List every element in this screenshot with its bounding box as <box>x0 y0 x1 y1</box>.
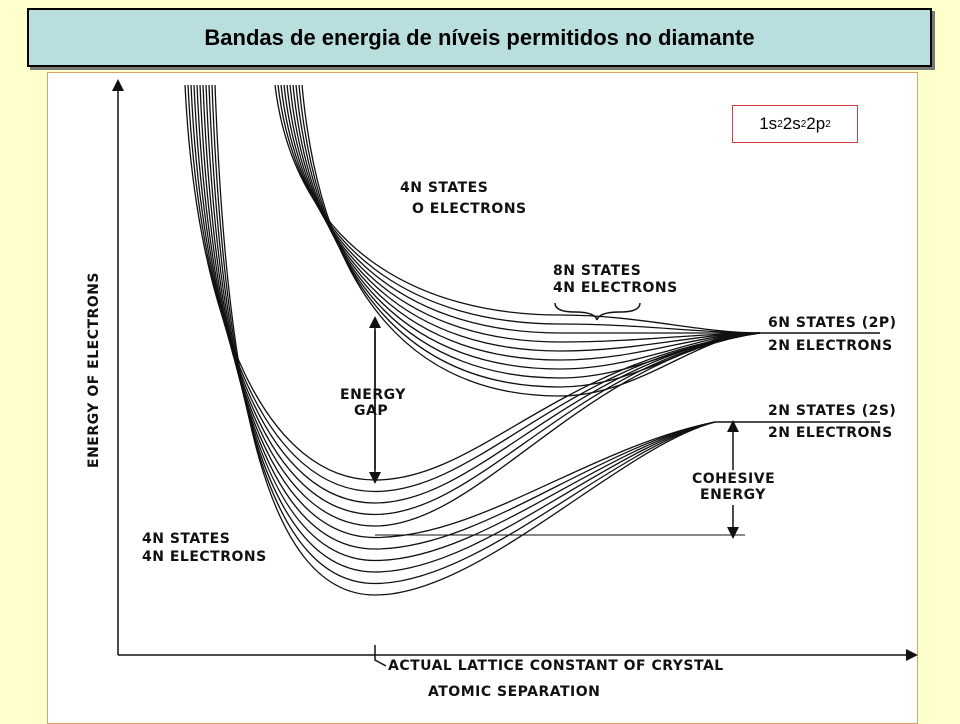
brace <box>554 302 641 321</box>
formula-box: 1s 2 2s 2 2p 2 <box>732 105 858 143</box>
label: 8N STATES <box>553 263 641 279</box>
band-curve <box>211 84 716 585</box>
label: O ELECTRONS <box>412 201 527 217</box>
x-axis-label: ATOMIC SEPARATION <box>428 684 600 700</box>
band-curve <box>196 84 761 527</box>
label: 2N ELECTRONS <box>768 338 893 354</box>
band-curve <box>286 84 761 352</box>
band-curve <box>298 84 761 388</box>
band-curve <box>289 84 761 361</box>
formula-part: 2s <box>782 114 801 133</box>
band-curve <box>205 84 716 562</box>
label: COHESIVE <box>692 471 775 487</box>
label: 4N STATES <box>400 180 488 196</box>
formula-sup: 2 <box>800 118 807 130</box>
band-curves <box>184 84 761 596</box>
band-curve <box>199 84 716 539</box>
formula-part: 1s <box>759 114 778 133</box>
formula-part: 2p <box>806 114 826 133</box>
label: 4N ELECTRONS <box>142 549 267 565</box>
label: ENERGY <box>700 487 766 503</box>
formula-sup: 2 <box>777 118 783 130</box>
label: 2N STATES (2S) <box>768 403 896 419</box>
band-curve <box>202 84 716 550</box>
band-curve <box>295 84 761 379</box>
band-curve <box>190 84 761 504</box>
y-axis-label: ENERGY OF ELECTRONS <box>86 272 102 468</box>
band-curve <box>208 84 716 573</box>
formula-sup: 2 <box>825 118 831 130</box>
label: ENERGY <box>340 387 406 403</box>
band-curve <box>193 84 761 516</box>
label: 4N STATES <box>142 531 230 547</box>
label: 2N ELECTRONS <box>768 425 893 441</box>
label: 6N STATES (2P) <box>768 315 897 331</box>
label: 4N ELECTRONS <box>553 280 678 296</box>
band-curve <box>301 84 761 397</box>
lattice-label: ACTUAL LATTICE CONSTANT OF CRYSTAL <box>388 658 724 674</box>
slide-title: Bandas de energia de níveis permitidos n… <box>27 8 932 67</box>
label: GAP <box>354 403 388 419</box>
lattice-tick <box>374 645 387 667</box>
band-curve <box>214 84 716 596</box>
